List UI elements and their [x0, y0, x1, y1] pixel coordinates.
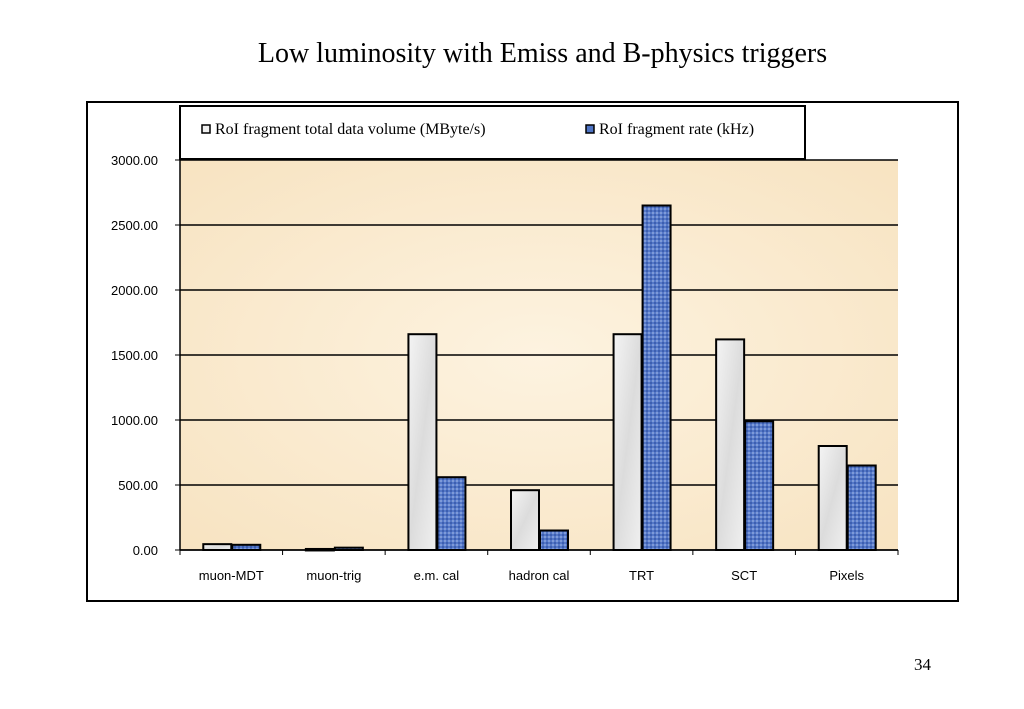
y-tick-label: 1500.00 — [111, 348, 158, 363]
page-number: 34 — [914, 655, 931, 674]
x-tick-label: Pixels — [829, 568, 864, 583]
bar-fragment-rate — [744, 420, 775, 551]
x-tick-label: e.m. cal — [414, 568, 460, 583]
legend-label: RoI fragment rate (kHz) — [599, 121, 754, 138]
legend-label: RoI fragment total data volume (MByte/s) — [215, 121, 486, 138]
y-tick-label: 0.00 — [133, 543, 158, 558]
bar-data-volume — [202, 543, 233, 552]
bar-data-volume — [817, 445, 848, 551]
legend-swatch — [585, 124, 595, 134]
bar-data-volume — [612, 333, 643, 552]
bar-fragment-rate — [641, 204, 672, 551]
x-tick-label: muon-trig — [306, 568, 361, 583]
x-tick-label: TRT — [629, 568, 654, 583]
bar-fragment-rate — [539, 529, 569, 551]
y-tick-label: 3000.00 — [111, 153, 158, 168]
x-tick-label: SCT — [731, 568, 757, 583]
bar-fragment-rate — [846, 464, 877, 551]
slide-title: Low luminosity with Emiss and B-physics … — [257, 38, 828, 69]
y-tick-label: 1000.00 — [111, 413, 158, 428]
y-tick-label: 500.00 — [118, 478, 158, 493]
legend-swatch — [201, 124, 211, 134]
legend: RoI fragment total data volume (MByte/s)… — [179, 105, 806, 160]
x-tick-label: hadron cal — [509, 568, 570, 583]
bar-data-volume — [510, 489, 540, 552]
y-tick-label: 2500.00 — [111, 218, 158, 233]
bar-data-volume — [407, 333, 438, 552]
bar-data-volume — [715, 338, 746, 551]
x-tick-label: muon-MDT — [199, 568, 264, 583]
bar-fragment-rate — [231, 543, 262, 551]
bar-fragment-rate — [436, 476, 467, 552]
legend-box — [179, 105, 806, 160]
y-tick-label: 2000.00 — [111, 283, 158, 298]
